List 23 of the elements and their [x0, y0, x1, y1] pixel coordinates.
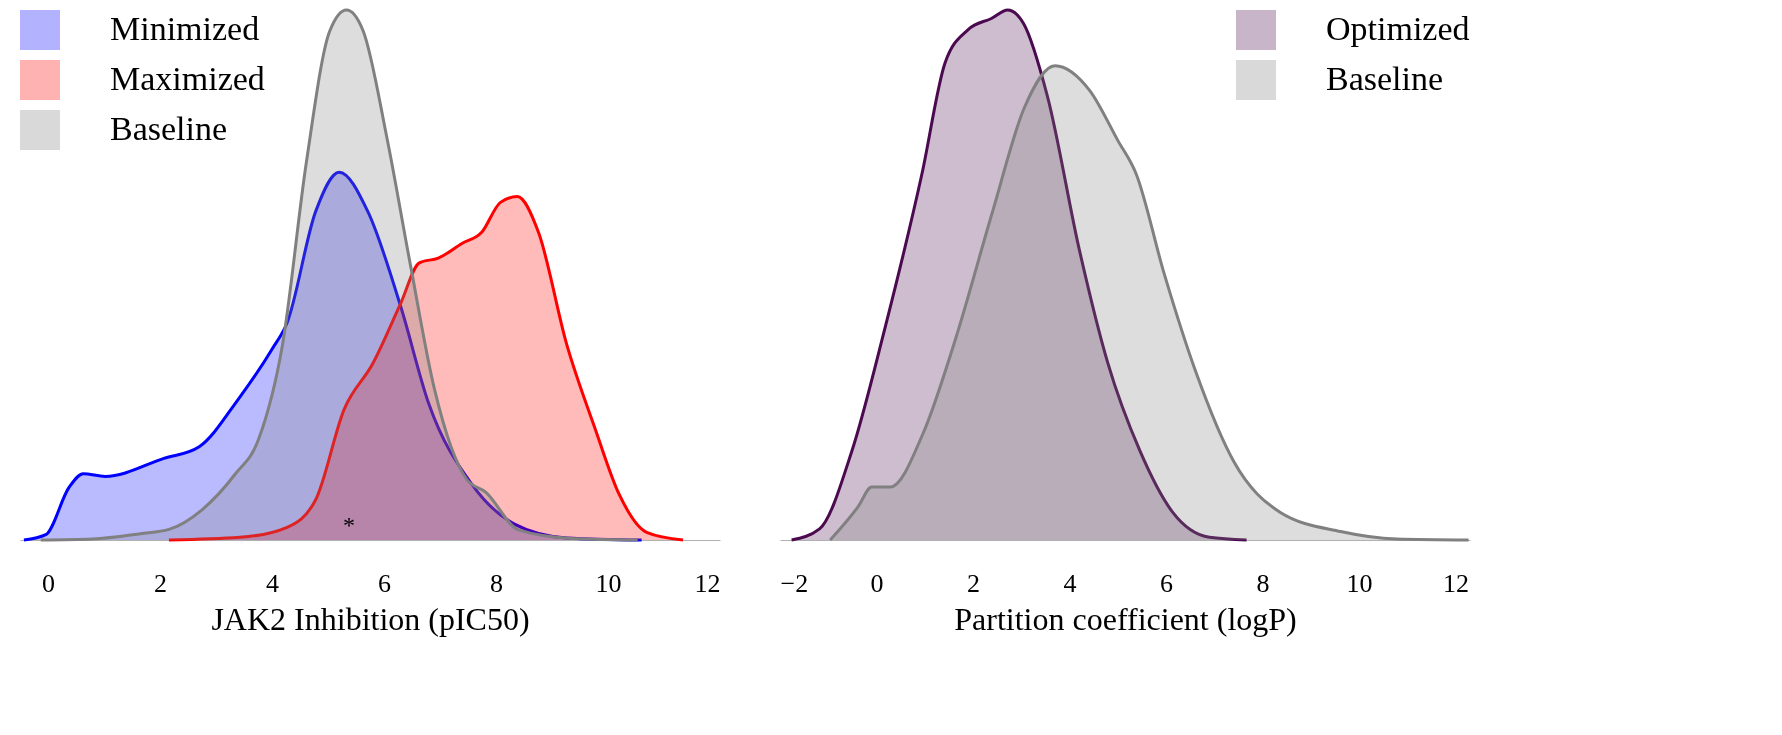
legend-label: Maximized [110, 60, 265, 97]
x-tick-label: 10 [595, 568, 622, 598]
x-tick-label: 6 [378, 568, 391, 598]
x-tick-label: 6 [1160, 568, 1174, 598]
x-tick-label: 0 [42, 568, 55, 598]
x-tick-label: 4 [1063, 568, 1077, 598]
x-tick-label: 10 [1346, 568, 1373, 598]
x-axis-title: Partition coefficient (logP) [954, 600, 1297, 637]
x-tick-label: 0 [870, 568, 884, 598]
legend-label: Baseline [1326, 60, 1444, 97]
x-axis-title: JAK2 Inhibition (pIC50) [211, 600, 530, 637]
x-tick-label: 8 [1256, 568, 1270, 598]
x-tick-label: 8 [490, 568, 503, 598]
legend-label: Optimized [1326, 10, 1470, 47]
legend-label: Baseline [110, 110, 228, 147]
x-tick-label: 2 [154, 568, 167, 598]
x-tick-label: −2 [780, 568, 809, 598]
annotation: * [343, 512, 355, 538]
x-tick-label: 12 [694, 568, 721, 598]
legend-label: Minimized [110, 10, 260, 47]
x-tick-label: 4 [266, 568, 279, 598]
x-tick-label: 2 [967, 568, 981, 598]
x-tick-label: 12 [1443, 568, 1470, 598]
